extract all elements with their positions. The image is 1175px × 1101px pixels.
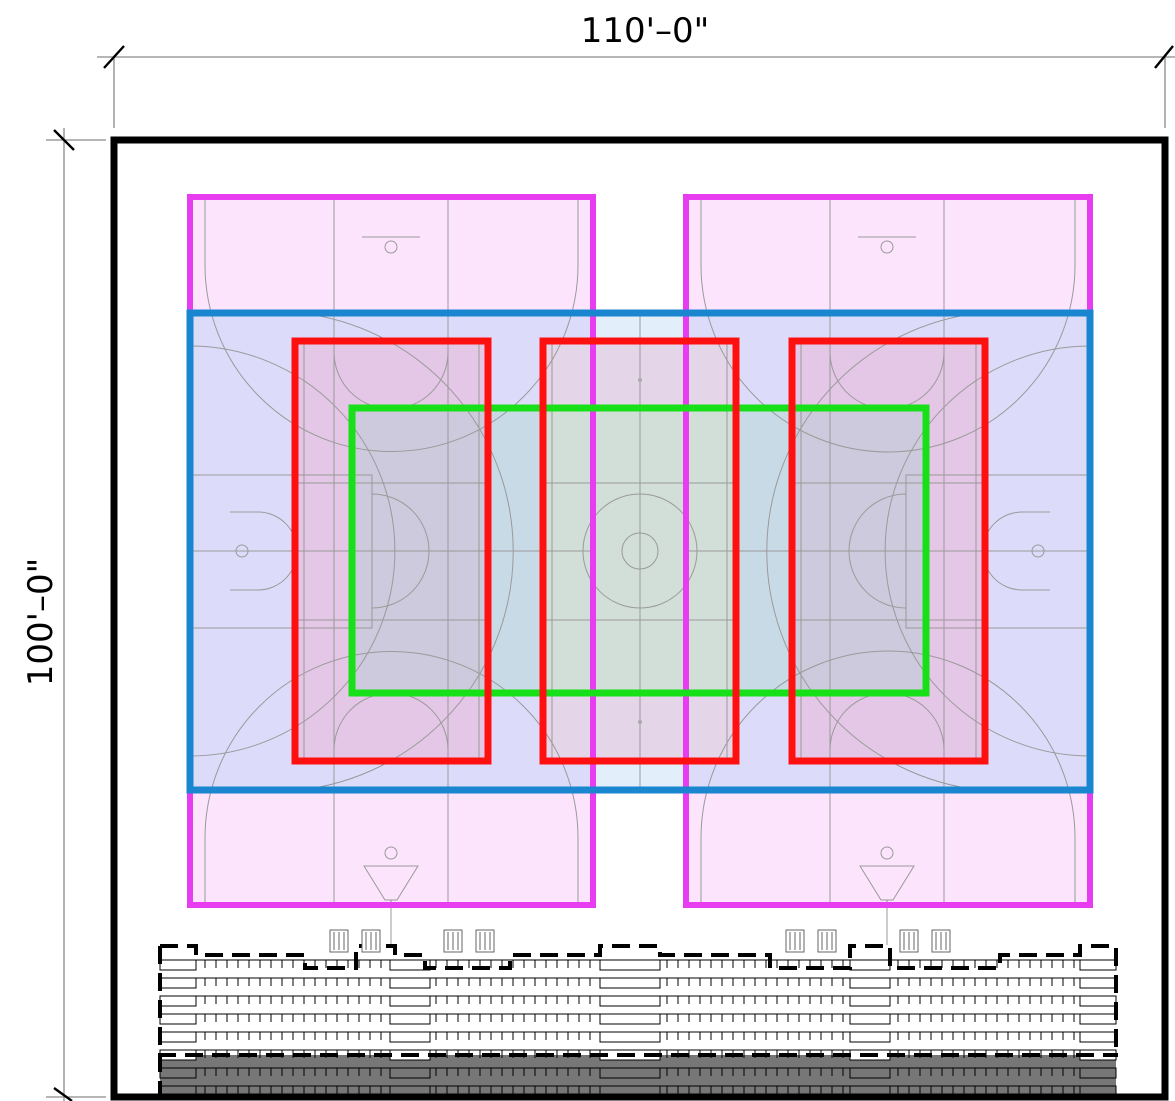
dimension-lines: 110'–0" 100'–0" xyxy=(21,11,1175,1101)
center-court-outline xyxy=(348,404,930,697)
bleacher-seating xyxy=(158,929,1118,1097)
volleyball-court-center-outline xyxy=(539,337,740,765)
building-wall xyxy=(110,136,1169,1101)
main-court-outline xyxy=(186,309,1094,794)
width-dimension-label: 110'–0" xyxy=(581,11,710,51)
volleyball-court-right-outline xyxy=(788,337,989,765)
volleyball-court-left-outline xyxy=(291,337,492,765)
height-dimension-label: 100'–0" xyxy=(21,558,61,687)
court-outlines xyxy=(186,194,1094,908)
